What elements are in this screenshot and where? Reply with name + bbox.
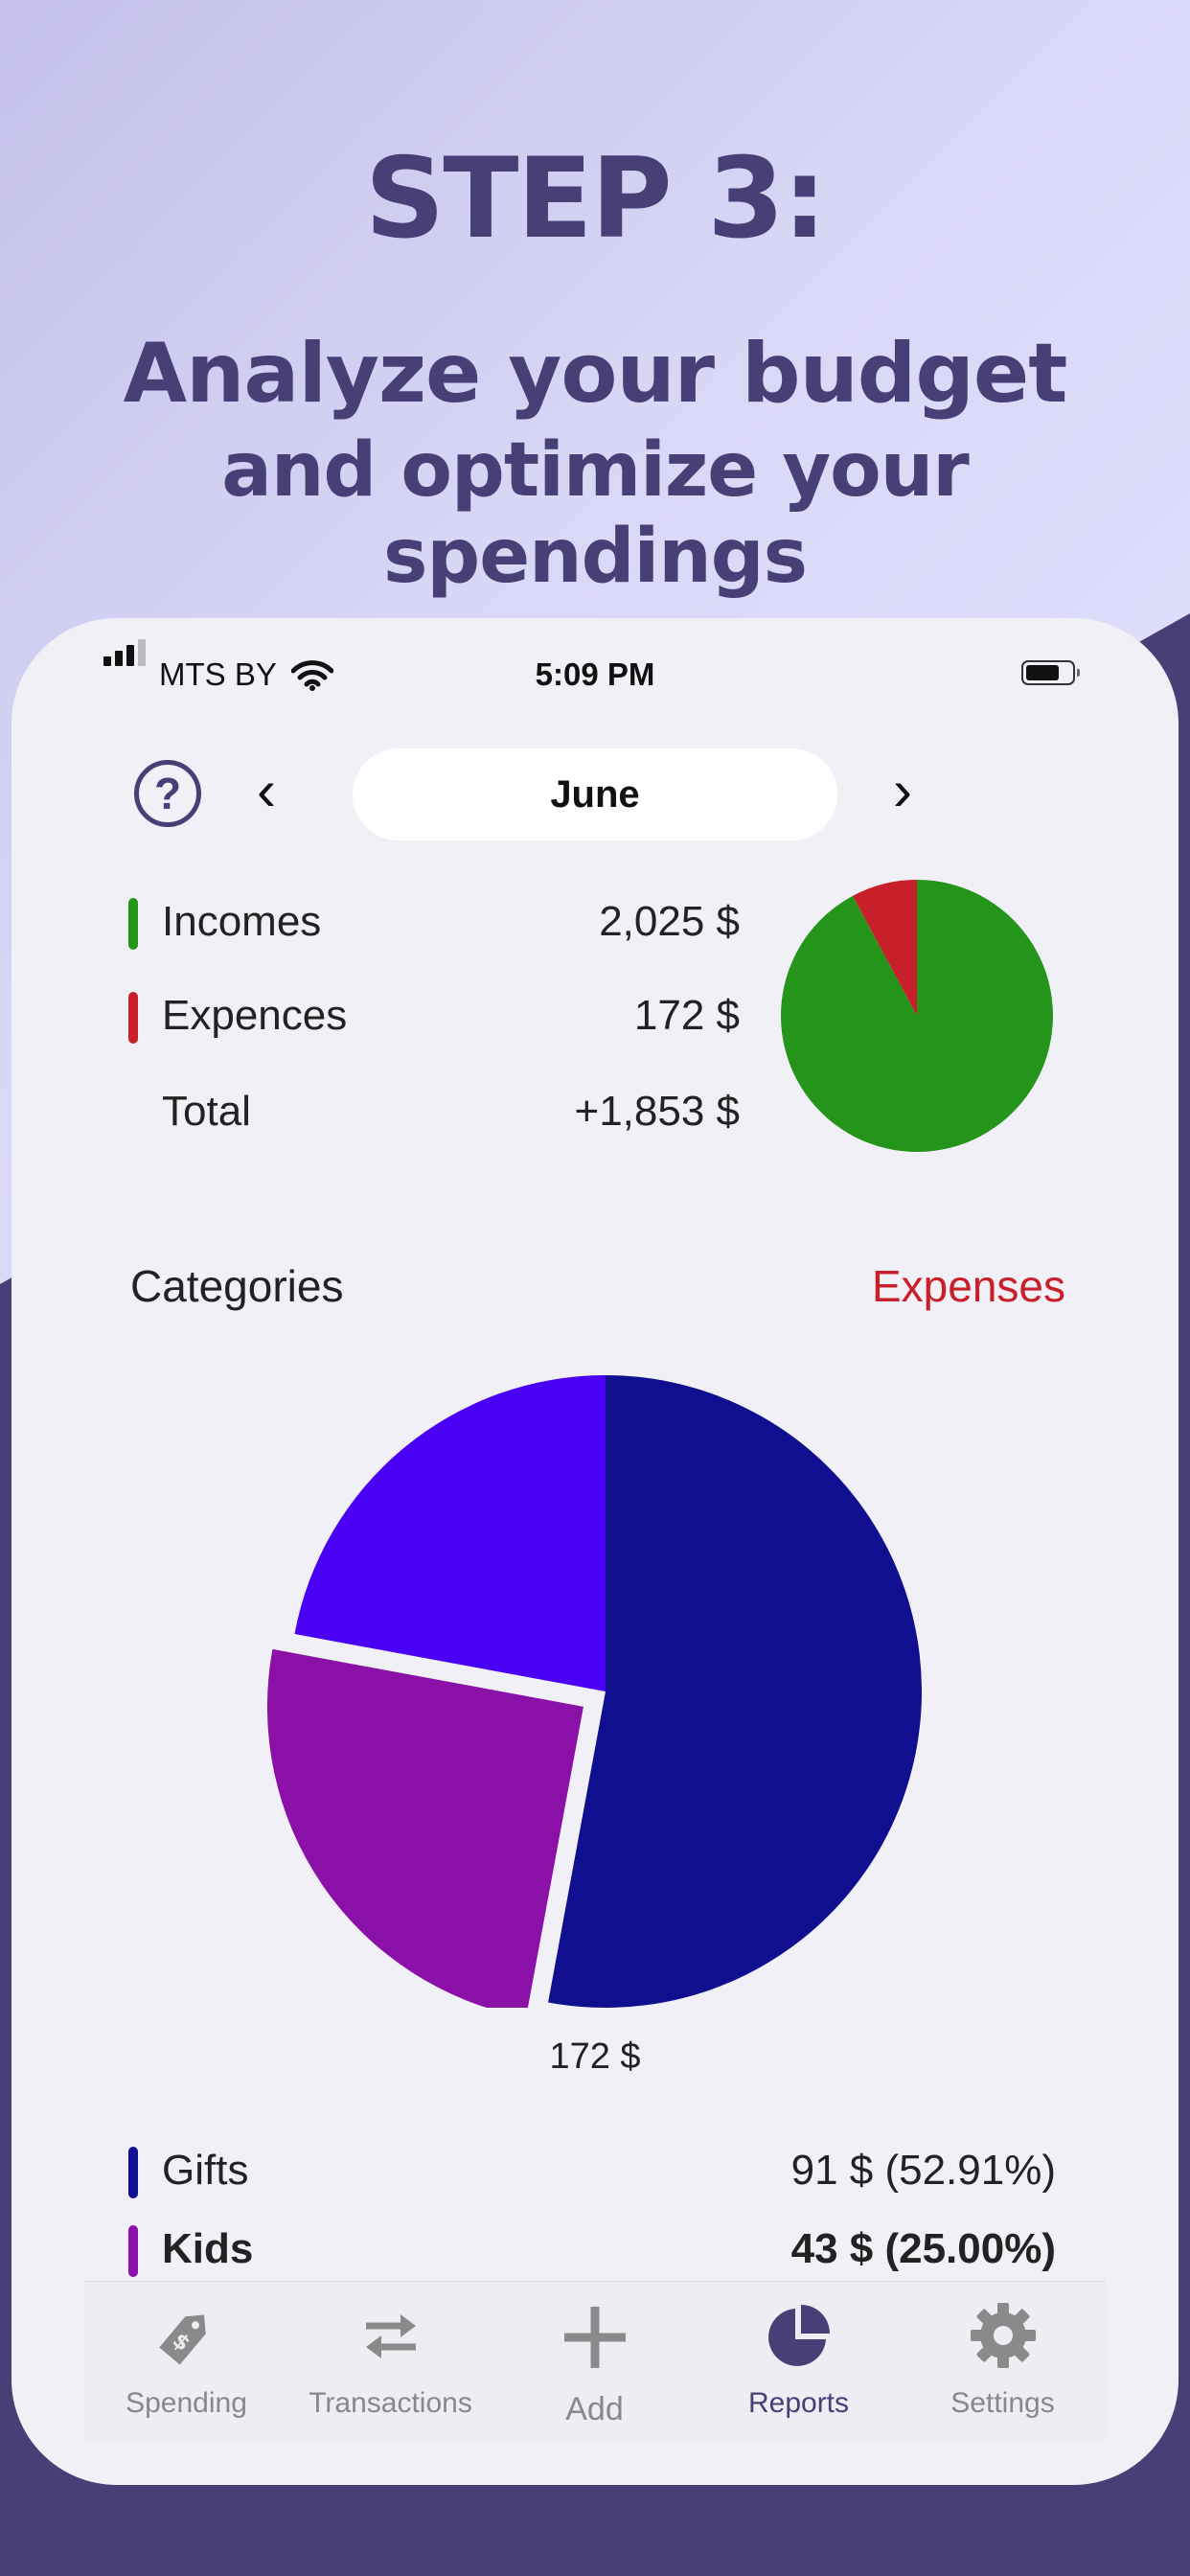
category-value: 43 $ (25.00%) (790, 2225, 1056, 2272)
tab-transactions-label: Transactions (309, 2387, 472, 2419)
price-tag-icon: $ (159, 2314, 206, 2365)
expences-value: 172 $ (633, 992, 740, 1039)
category-value: 91 $ (52.91%) (790, 2147, 1056, 2194)
tab-add[interactable]: Add (492, 2282, 697, 2440)
incomes-value: 2,025 $ (599, 898, 740, 945)
transfer-arrows-icon (366, 2314, 416, 2358)
carrier-name: MTS BY (159, 656, 277, 692)
next-month-button[interactable]: › (893, 758, 912, 822)
headline-line-2: and optimize your spendings (221, 427, 970, 600)
month-selector[interactable]: June (353, 748, 837, 840)
expences-color-marker (128, 992, 138, 1044)
tab-add-label: Add (565, 2391, 624, 2427)
tab-transactions[interactable]: Transactions (288, 2282, 492, 2440)
step-heading: STEP 3: (364, 134, 827, 264)
pie-slice-other (294, 1375, 606, 1691)
battery-icon (1021, 660, 1080, 685)
phone-screen: MTS BY 5:09 PM ? ‹ June › Incomes 2,025 … (11, 618, 1179, 2485)
incomes-color-marker (128, 898, 138, 950)
wifi-icon (291, 660, 333, 691)
category-name: Kids (162, 2225, 254, 2272)
plus-icon (564, 2307, 626, 2368)
category-name: Gifts (162, 2147, 249, 2194)
tab-reports-label: Reports (747, 2387, 850, 2419)
help-button[interactable]: ? (134, 760, 201, 827)
tab-bar: $ Spending Transactions Add Reports (84, 2281, 1106, 2440)
pie-chart-icon (768, 2305, 830, 2366)
tab-reports[interactable]: Reports (697, 2282, 901, 2440)
total-label: Total (162, 1088, 251, 1135)
categories-title: Categories (130, 1261, 344, 1311)
category-color-marker (128, 2225, 138, 2277)
tab-settings-label: Settings (950, 2387, 1055, 2419)
tab-spending[interactable]: $ Spending (84, 2282, 288, 2440)
pie-slice-gifts (548, 1375, 923, 2008)
tab-settings[interactable]: Settings (901, 2282, 1105, 2440)
expenses-toggle[interactable]: Expenses (871, 1261, 1065, 1311)
status-time: 5:09 PM (535, 656, 655, 692)
total-value: +1,853 $ (574, 1088, 741, 1135)
expences-label: Expences (162, 992, 348, 1039)
category-color-marker (128, 2147, 138, 2198)
categories-pie-chart (266, 1375, 923, 2008)
previous-month-button[interactable]: ‹ (257, 758, 276, 822)
income-expense-pie-chart (781, 880, 1053, 1152)
headline-line-1: Analyze your budget (123, 326, 1068, 422)
pie-slice-expences (852, 880, 917, 1016)
pie-slice-kids (266, 1648, 584, 2008)
categories-total: 172 $ (549, 2036, 641, 2077)
gear-icon (971, 2303, 1036, 2368)
incomes-label: Incomes (162, 898, 322, 945)
tab-spending-label: Spending (126, 2387, 247, 2419)
